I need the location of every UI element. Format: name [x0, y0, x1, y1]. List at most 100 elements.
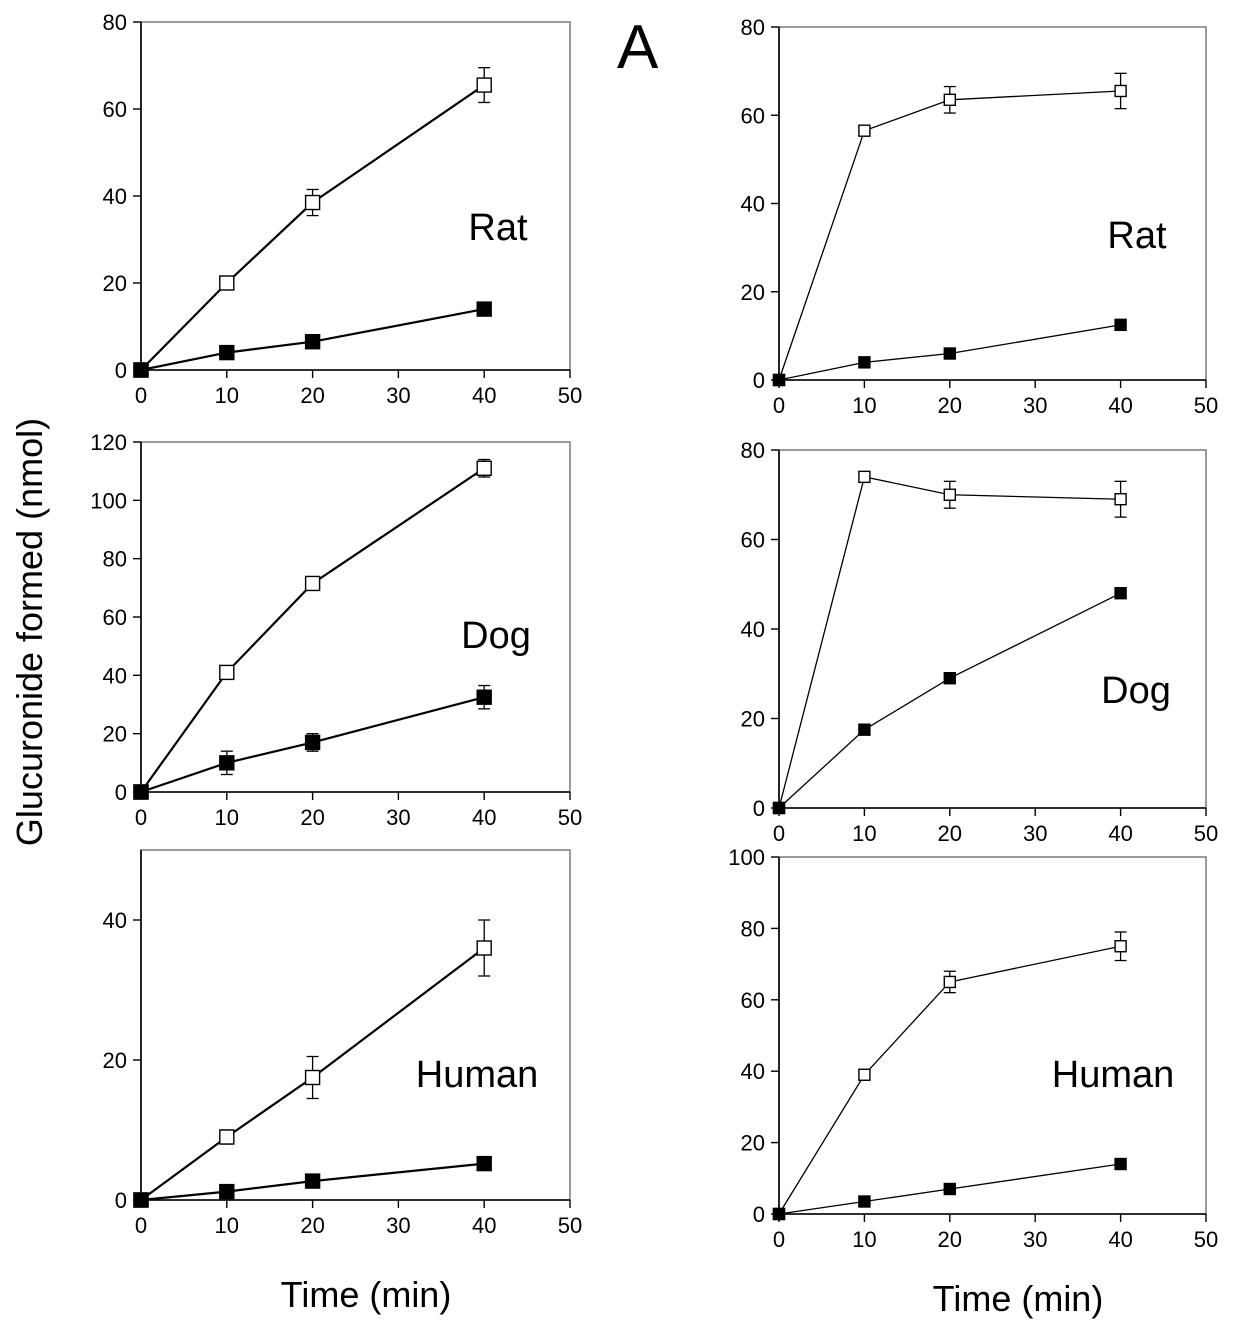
data-point-marker: [858, 470, 871, 484]
y-tick-label: 100: [90, 488, 127, 513]
y-tick-label: 80: [741, 916, 765, 941]
series-line: [140, 696, 485, 794]
x-tick-label: 30: [1023, 393, 1047, 418]
x-tick-label: 40: [1108, 821, 1132, 846]
data-point-marker: [943, 93, 956, 107]
x-tick-label: 20: [300, 1213, 324, 1238]
series-line: [778, 592, 1121, 809]
y-tick-label: 40: [103, 908, 127, 933]
y-tick-label: 0: [115, 780, 127, 805]
x-tick-label: 10: [852, 1227, 876, 1252]
panel-label: Human: [1052, 1054, 1175, 1096]
y-tick-label: 40: [103, 663, 127, 688]
series-line: [140, 1162, 485, 1202]
x-tick-label: 30: [386, 1213, 410, 1238]
data-point-marker: [304, 1069, 321, 1086]
series-line: [778, 90, 1121, 381]
data-point-marker: [858, 723, 871, 736]
y-tick-label: 120: [90, 430, 127, 455]
y-axis-title: Glucuronide formed (nmol): [9, 418, 50, 846]
x-tick-label: 10: [852, 393, 876, 418]
x-tick-label: 0: [773, 821, 785, 846]
y-tick-label: 20: [741, 280, 765, 305]
x-tick-label: 40: [472, 1213, 496, 1238]
x-tick-label: 40: [1108, 1227, 1132, 1252]
chart-panel: 0 10 20 30 40 50 0 20 40 60 80 Rat: [103, 10, 583, 408]
y-tick-label: 80: [741, 15, 765, 40]
y-tick-label: 40: [103, 184, 127, 209]
data-point-marker: [476, 77, 492, 93]
data-point-marker: [772, 801, 786, 815]
figure-label: A: [617, 13, 659, 82]
y-tick-label: 0: [753, 368, 765, 393]
y-tick-label: 0: [115, 358, 127, 383]
data-point-marker: [943, 672, 956, 685]
panel-label: Rat: [1107, 215, 1167, 257]
data-point-marker: [219, 664, 235, 681]
x-tick-label: 40: [472, 805, 496, 830]
data-point-marker: [219, 275, 235, 291]
data-point-marker: [943, 488, 956, 501]
x-tick-label: 30: [386, 383, 410, 408]
data-point-marker: [1114, 940, 1127, 953]
chart-panel: 0 10 20 30 40 50 0 20 40 60 80 Rat: [741, 15, 1219, 418]
y-tick-label: 20: [103, 722, 127, 747]
x-tick-label: 50: [558, 383, 582, 408]
data-point-marker: [476, 689, 492, 705]
x-tick-label: 50: [558, 1213, 582, 1238]
y-tick-label: 60: [741, 528, 765, 553]
chart-panel: 0 10 20 30 40 50 0 20 40 Human: [103, 849, 582, 1238]
panel-label: Human: [416, 1054, 539, 1096]
x-tick-label: 40: [1108, 393, 1132, 418]
series-line: [778, 476, 1121, 809]
x-tick-label: 50: [1194, 393, 1218, 418]
data-point-marker: [858, 1195, 871, 1208]
data-point-marker: [304, 194, 321, 211]
plot-frame: [140, 21, 571, 371]
data-point-marker: [476, 460, 492, 476]
data-point-marker: [1114, 1157, 1127, 1171]
data-point-marker: [858, 356, 871, 369]
y-tick-label: 40: [741, 192, 765, 217]
y-tick-label: 20: [103, 271, 127, 296]
y-tick-label: 0: [753, 1202, 765, 1227]
data-point-marker: [1114, 587, 1127, 600]
data-point-marker: [772, 1207, 786, 1221]
data-point-marker: [133, 1192, 149, 1208]
x-tick-label: 0: [773, 1227, 785, 1252]
data-point-marker: [219, 755, 235, 771]
y-tick-label: 80: [103, 547, 127, 572]
panel-label: Rat: [468, 207, 528, 249]
x-tick-label: 30: [1023, 1227, 1047, 1252]
y-tick-label: 20: [103, 1048, 127, 1073]
x-tick-label: 20: [938, 393, 962, 418]
x-tick-label: 10: [215, 383, 239, 408]
x-tick-label: 10: [215, 1213, 239, 1238]
data-point-marker: [476, 301, 492, 317]
chart-panel: 0 10 20 30 40 50 0 20 40 60 80 Dog: [741, 438, 1219, 846]
panel-label: Dog: [461, 615, 531, 657]
y-tick-label: 100: [728, 845, 765, 870]
chart-panel: 0 10 20 30 40 50 0 20 40 60 80 100 120 Dog: [90, 430, 582, 830]
x-tick-label: 20: [938, 821, 962, 846]
data-point-marker: [943, 1182, 956, 1196]
data-point-marker: [219, 1183, 235, 1200]
data-point-marker: [858, 1068, 871, 1081]
data-point-marker: [304, 1173, 321, 1189]
x-axis-title-right: Time (min): [933, 1278, 1104, 1319]
x-axis-title-left: Time (min): [281, 1274, 452, 1315]
x-tick-label: 30: [1023, 821, 1047, 846]
plot-frame: [778, 26, 1207, 381]
x-tick-label: 10: [852, 821, 876, 846]
data-point-marker: [1114, 493, 1127, 506]
series-line: [778, 324, 1121, 381]
data-point-marker: [476, 1155, 492, 1172]
x-tick-label: 50: [1194, 1227, 1218, 1252]
x-tick-label: 20: [300, 805, 324, 830]
x-tick-label: 50: [558, 805, 582, 830]
data-point-marker: [133, 784, 149, 800]
data-point-marker: [1114, 84, 1127, 98]
data-point-marker: [476, 940, 492, 956]
chart-panel: 0 10 20 30 40 50 0 20 40 60 80 100 Human: [728, 845, 1218, 1252]
